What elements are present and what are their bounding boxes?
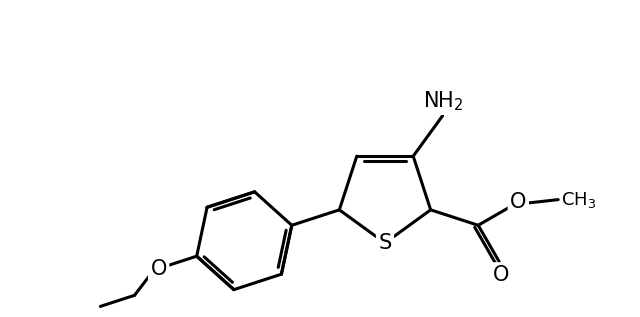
Text: NH$_2$: NH$_2$ <box>423 89 464 113</box>
Text: S: S <box>378 233 392 253</box>
Text: O: O <box>493 265 509 285</box>
Text: O: O <box>150 259 167 279</box>
Text: O: O <box>510 192 527 212</box>
Text: CH$_3$: CH$_3$ <box>561 190 596 210</box>
